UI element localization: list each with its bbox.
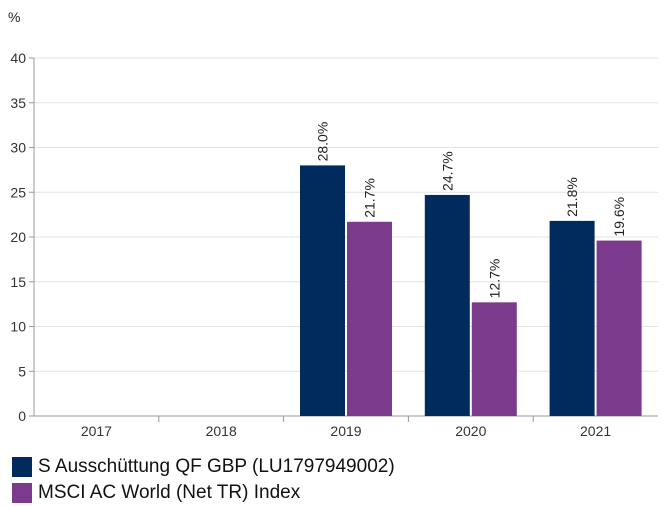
y-tick-label-0: 0 — [18, 408, 26, 424]
legend-swatch-fund — [12, 457, 32, 477]
legend: S Ausschüttung QF GBP (LU1797949002) MSC… — [12, 454, 395, 506]
data-labels: 28.0% 21.7% 24.7% 12.7% 21.8% 19.6% — [315, 122, 628, 299]
y-unit-label: % — [8, 9, 20, 25]
data-label-fund-2021: 21.8% — [564, 177, 580, 217]
x-tick-label-2018: 2018 — [206, 423, 237, 439]
bar-index-2021[interactable] — [596, 240, 642, 416]
bar-fund-2021[interactable] — [549, 220, 595, 416]
y-tick-label-5: 5 — [18, 363, 26, 379]
y-tick-label-35: 35 — [10, 95, 26, 111]
bar-index-2020[interactable] — [471, 302, 517, 416]
x-tick-label-2021: 2021 — [580, 423, 611, 439]
bar-chart: % 0 5 10 15 20 25 30 35 40 2017 2018 2019 2020 2021 2… — [8, 9, 658, 439]
bar-index-2019[interactable] — [347, 221, 392, 416]
legend-item-fund[interactable]: S Ausschüttung QF GBP (LU1797949002) — [12, 454, 395, 480]
legend-item-index[interactable]: MSCI AC World (Net TR) Index — [12, 480, 395, 506]
data-label-fund-2020: 24.7% — [439, 151, 455, 191]
legend-label-fund: S Ausschüttung QF GBP (LU1797949002) — [38, 456, 395, 477]
x-tick-label-2020: 2020 — [455, 423, 486, 439]
data-label-fund-2019: 28.0% — [315, 122, 331, 162]
bar-fund-2020[interactable] — [424, 194, 470, 416]
legend-label-index: MSCI AC World (Net TR) Index — [38, 482, 301, 503]
legend-swatch-index — [12, 483, 32, 503]
bars — [300, 165, 642, 416]
gridlines — [34, 57, 658, 372]
y-tick-label-25: 25 — [10, 184, 26, 200]
x-tick-label-2017: 2017 — [81, 423, 112, 439]
data-label-index-2020: 12.7% — [486, 259, 502, 299]
y-tick-label-10: 10 — [10, 319, 26, 335]
data-label-index-2021: 19.6% — [611, 197, 627, 237]
y-tick-label-20: 20 — [10, 229, 26, 245]
bar-fund-2019[interactable] — [300, 165, 345, 416]
y-tick-label-15: 15 — [10, 274, 26, 290]
y-tick-label-40: 40 — [10, 50, 26, 66]
axes: 0 5 10 15 20 25 30 35 40 2017 2018 2019 2020 2021 — [10, 50, 658, 439]
data-label-index-2019: 21.7% — [362, 178, 378, 218]
y-tick-label-30: 30 — [10, 140, 26, 156]
x-tick-label-2019: 2019 — [330, 423, 361, 439]
